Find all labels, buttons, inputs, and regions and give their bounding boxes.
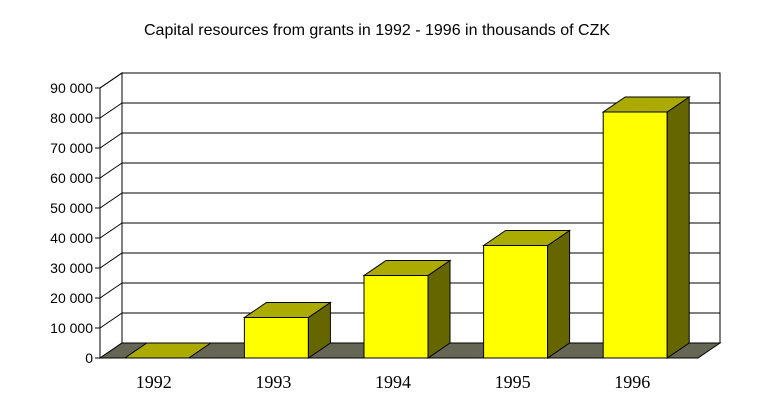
gridline-side (99, 222, 123, 239)
x-tick-label: 1995 (495, 372, 531, 392)
bar-side (666, 96, 690, 359)
y-tick-label: 50 000 (50, 200, 93, 216)
y-tick-label: 90 000 (50, 80, 93, 96)
y-tick-label: 40 000 (50, 230, 93, 246)
x-tick-label: 1992 (136, 372, 172, 392)
bar-top (481, 230, 572, 246)
x-tick-label: 1996 (614, 372, 650, 392)
gridline-side (99, 192, 123, 209)
gridline-side (99, 312, 123, 329)
chart-title: Capital resources from grants in 1992 - … (143, 22, 611, 39)
x-tick-label: 1993 (255, 372, 291, 392)
gridline-side (99, 162, 123, 179)
bar-top (242, 302, 333, 318)
x-tick-label: 1994 (375, 372, 411, 392)
y-tick-label: 20 000 (50, 290, 93, 306)
bar-side (427, 259, 451, 359)
bar-side (547, 229, 571, 359)
bar-front (363, 275, 429, 359)
y-tick-label: 0 (85, 350, 93, 366)
bar-1993 (242, 301, 333, 359)
bar-front (602, 111, 668, 359)
bar-front (243, 317, 309, 359)
gridline-side (99, 102, 123, 119)
y-tick-label: 30 000 (50, 260, 93, 276)
bar-1995 (481, 229, 572, 359)
bar-1994 (362, 259, 452, 359)
y-tick-label: 10 000 (50, 320, 93, 336)
bar-top (601, 96, 691, 113)
y-tick-label: 80 000 (50, 110, 93, 126)
bar-1996 (601, 96, 691, 359)
y-tick-label: 60 000 (50, 170, 93, 186)
gridline-side (99, 252, 123, 269)
bar-top (362, 260, 452, 276)
gridline-side (99, 132, 123, 149)
bar-front (483, 245, 549, 359)
gridline-side (99, 282, 123, 299)
y-tick-label: 70 000 (50, 140, 93, 156)
